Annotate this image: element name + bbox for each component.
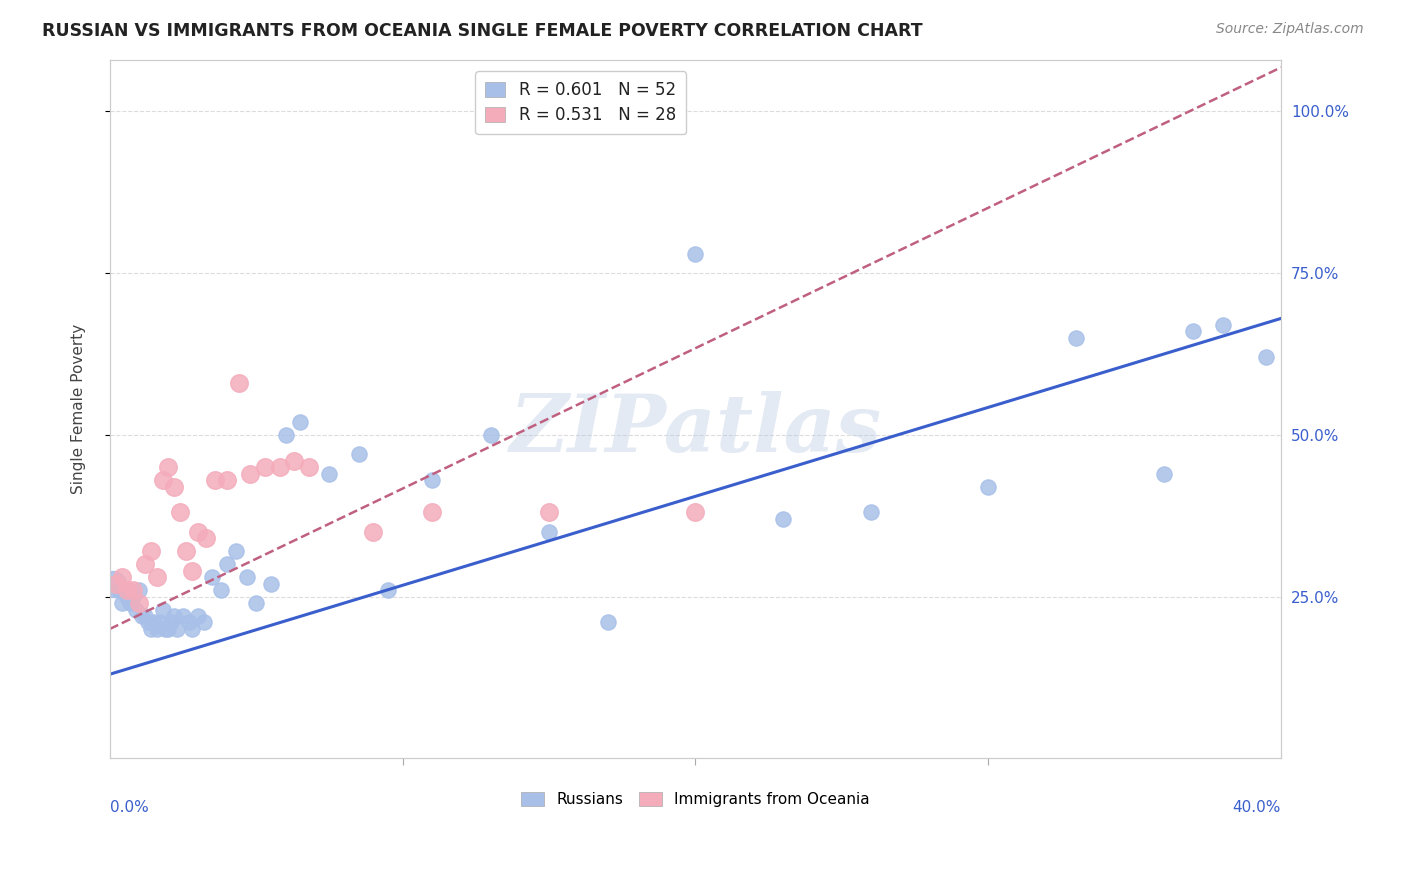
Point [145, 570, 167, 584]
Point [479, 428, 502, 442]
Point [134, 609, 156, 624]
Y-axis label: Single Female Poverty: Single Female Poverty [72, 324, 86, 494]
Point [215, 558, 238, 572]
Point [193, 615, 215, 630]
Point [152, 602, 174, 616]
Point [377, 583, 399, 598]
Point [142, 615, 165, 630]
Point [117, 583, 139, 598]
Point [139, 622, 162, 636]
Text: ZIPatlas: ZIPatlas [509, 392, 882, 468]
Point [347, 447, 370, 461]
Point [228, 376, 250, 390]
Point [772, 512, 794, 526]
Text: 0.0%: 0.0% [110, 800, 149, 815]
Text: 40.0%: 40.0% [1233, 800, 1281, 815]
Point [157, 460, 180, 475]
Point [420, 473, 443, 487]
Point [149, 615, 172, 630]
Point [104, 576, 127, 591]
Point [177, 615, 200, 630]
Point [117, 590, 139, 604]
Point [101, 576, 124, 591]
Point [110, 570, 132, 584]
Point [169, 506, 191, 520]
Point [114, 583, 136, 598]
Legend: Russians, Immigrants from Oceania: Russians, Immigrants from Oceania [516, 787, 876, 814]
Point [163, 609, 186, 624]
Point [298, 460, 321, 475]
Point [318, 467, 340, 481]
Point [122, 590, 145, 604]
Point [174, 544, 197, 558]
Point [596, 615, 619, 630]
Point [209, 583, 232, 598]
Point [215, 473, 238, 487]
Point [288, 415, 311, 429]
Point [254, 460, 277, 475]
Point [155, 622, 177, 636]
Point [260, 576, 283, 591]
Point [538, 524, 561, 539]
Point [152, 473, 174, 487]
Point [160, 615, 183, 630]
Point [125, 602, 148, 616]
Point [236, 570, 259, 584]
Point [131, 609, 153, 624]
Point [136, 615, 159, 630]
Point [1153, 467, 1175, 481]
Point [363, 524, 385, 539]
Point [107, 583, 129, 598]
Point [538, 506, 561, 520]
Text: RUSSIAN VS IMMIGRANTS FROM OCEANIA SINGLE FEMALE POVERTY CORRELATION CHART: RUSSIAN VS IMMIGRANTS FROM OCEANIA SINGL… [42, 22, 922, 40]
Point [860, 506, 883, 520]
Point [187, 609, 209, 624]
Point [274, 428, 297, 442]
Point [128, 596, 150, 610]
Point [110, 596, 132, 610]
Point [166, 622, 188, 636]
Point [180, 622, 202, 636]
Point [134, 558, 156, 572]
Point [139, 544, 162, 558]
Point [1182, 324, 1205, 338]
Point [977, 480, 1000, 494]
Point [283, 454, 305, 468]
Point [145, 622, 167, 636]
Point [122, 583, 145, 598]
Point [163, 480, 186, 494]
Point [195, 532, 218, 546]
Point [1212, 318, 1234, 332]
Point [187, 524, 209, 539]
Point [201, 570, 224, 584]
Point [685, 506, 707, 520]
Point [128, 583, 150, 598]
Point [239, 467, 262, 481]
Point [1064, 331, 1087, 345]
Point [180, 564, 202, 578]
Point [157, 622, 180, 636]
Point [1256, 350, 1278, 364]
Point [204, 473, 226, 487]
Point [172, 609, 194, 624]
Point [269, 460, 291, 475]
Point [120, 596, 142, 610]
Text: Source: ZipAtlas.com: Source: ZipAtlas.com [1216, 22, 1364, 37]
Point [685, 246, 707, 260]
Point [420, 506, 443, 520]
Point [245, 596, 267, 610]
Point [225, 544, 247, 558]
